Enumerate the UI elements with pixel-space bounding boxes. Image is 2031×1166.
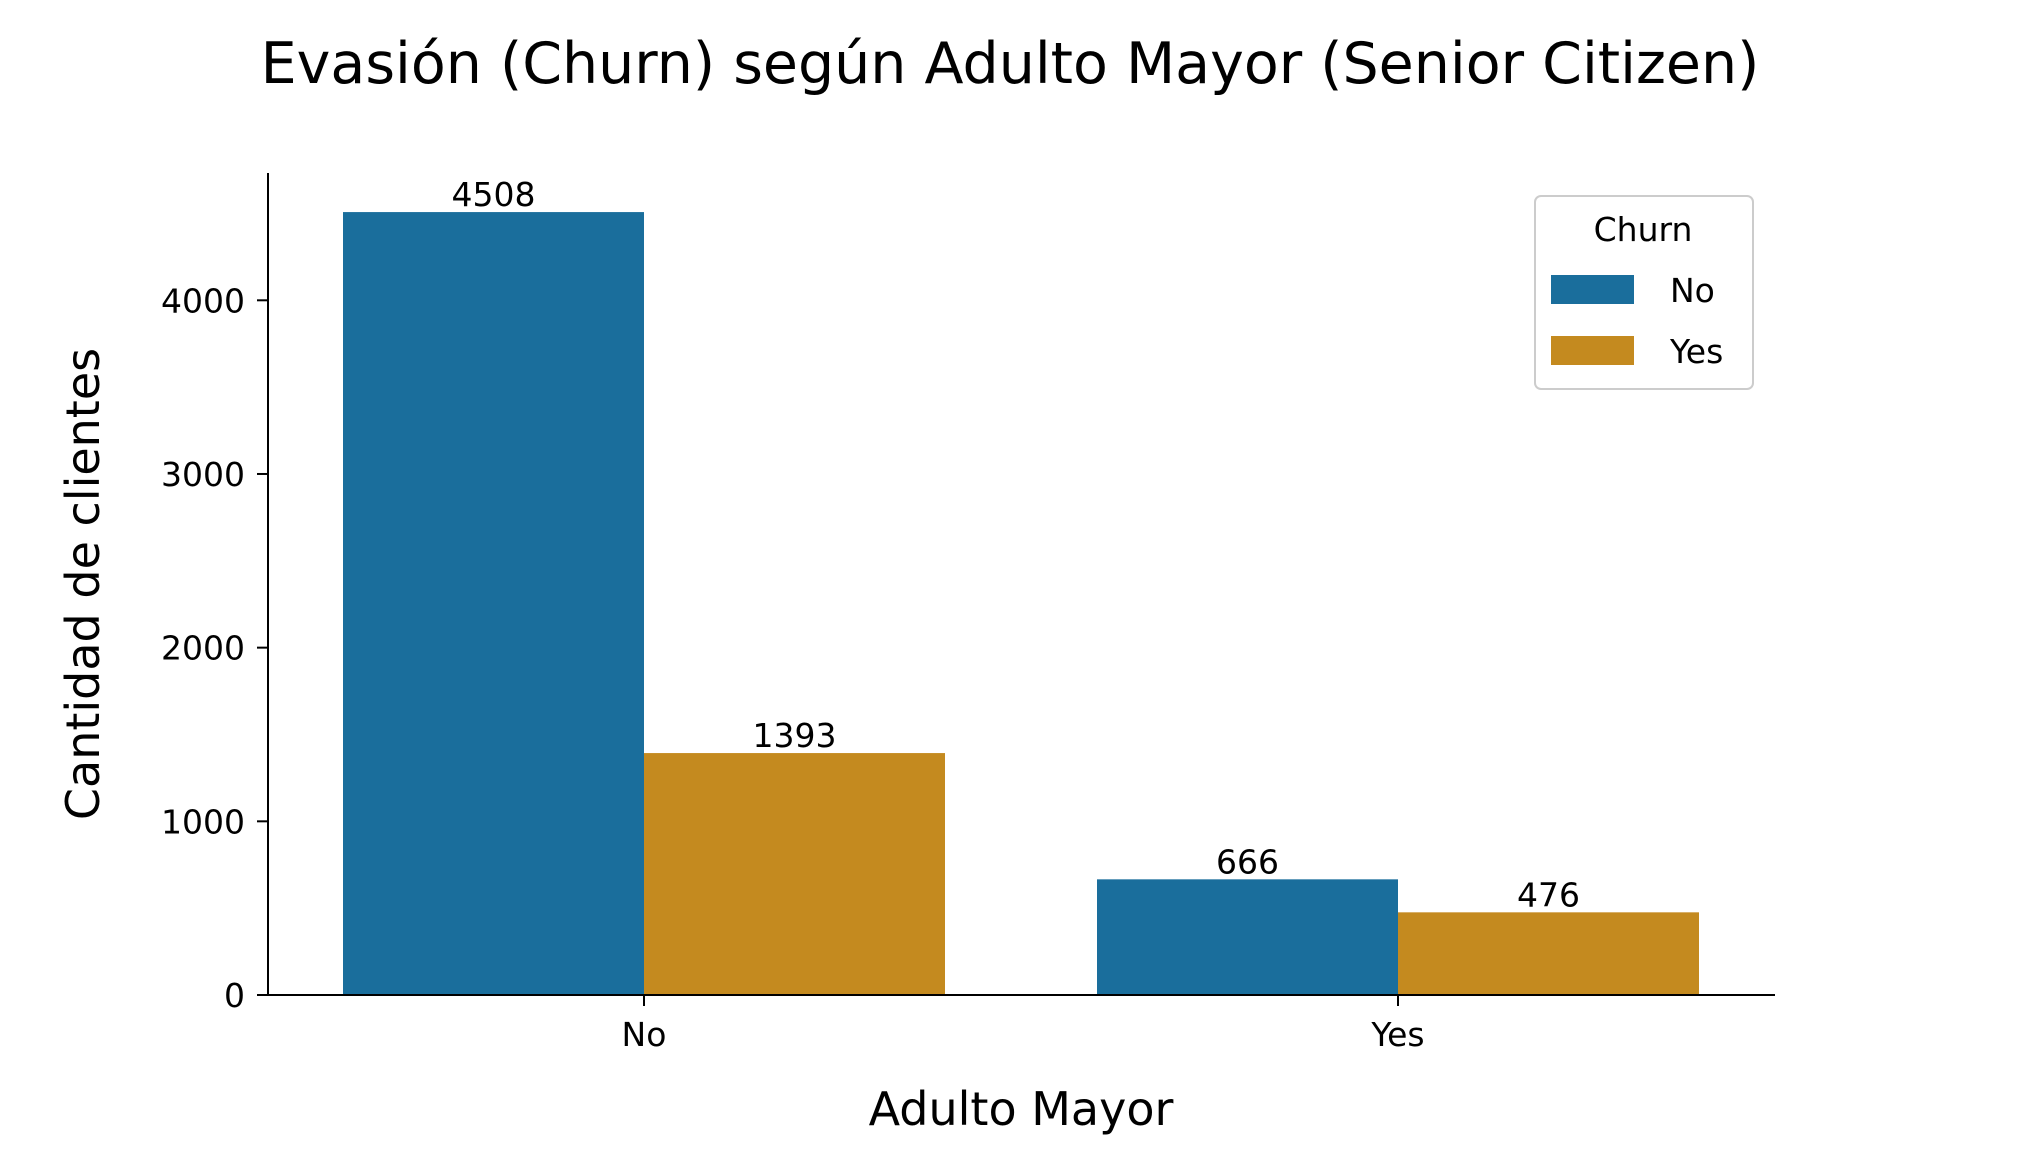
bar-yes-no: [644, 753, 945, 995]
data-label: 4508: [452, 175, 536, 214]
plot-area: 4508 666 1393 476: [343, 175, 1699, 996]
bar-no-yes: [1097, 879, 1398, 995]
x-ticks: No Yes: [622, 995, 1425, 1054]
y-axis-label: Cantidad de clientes: [56, 348, 110, 820]
x-axis-label: Adulto Mayor: [869, 1082, 1174, 1136]
chart-title: Evasión (Churn) según Adulto Mayor (Seni…: [261, 31, 1760, 97]
y-tick-label: 3000: [161, 455, 245, 494]
legend-label: No: [1670, 271, 1715, 310]
y-tick-label: 2000: [161, 629, 245, 668]
legend-title: Churn: [1594, 210, 1693, 249]
legend-items: No Yes: [1551, 271, 1723, 371]
x-tick-label: Yes: [1370, 1015, 1424, 1054]
legend-swatch: [1551, 336, 1634, 365]
y-tick-label: 0: [224, 976, 245, 1015]
data-label: 666: [1216, 842, 1279, 881]
x-tick-label: No: [622, 1015, 667, 1054]
data-label: 1393: [753, 716, 837, 755]
y-tick-label: 4000: [161, 281, 245, 320]
y-ticks: 0 1000 2000 3000 4000: [161, 281, 268, 1015]
legend-label: Yes: [1669, 332, 1723, 371]
bar-yes-yes: [1398, 912, 1699, 995]
legend: Churn No Yes: [1534, 195, 1754, 390]
data-label: 476: [1517, 875, 1580, 914]
legend-swatch: [1551, 275, 1634, 304]
y-tick-label: 1000: [161, 802, 245, 841]
bar-no-no: [343, 212, 644, 996]
